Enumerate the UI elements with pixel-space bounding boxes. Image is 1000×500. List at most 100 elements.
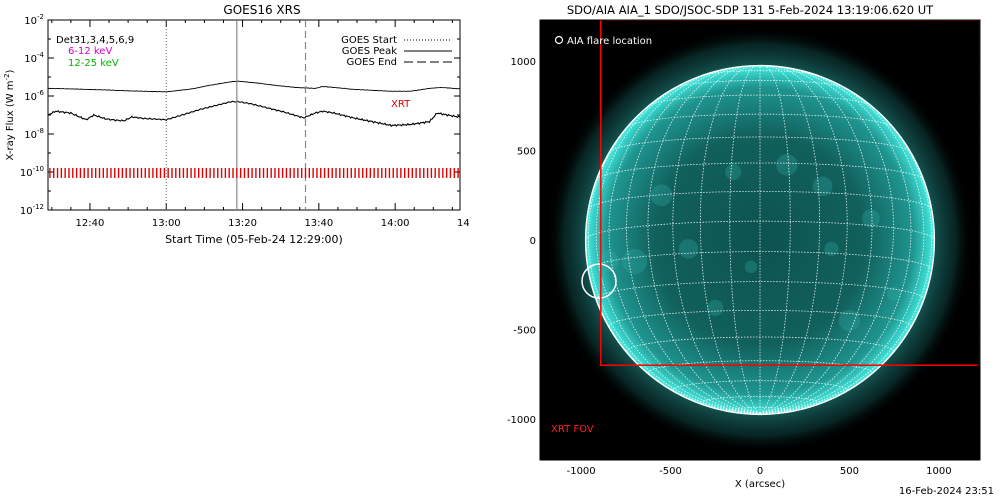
active-region [824,241,839,257]
grid-line [626,336,894,352]
active-region [597,250,619,273]
detector-label: Det31,3,4,5,6,9 [56,35,134,46]
goes-series-group [47,80,461,128]
grid-line [700,396,820,403]
aia-image-background [540,20,980,460]
grid-line [672,380,848,391]
grid-line [729,65,761,414]
grid-line [649,94,871,106]
active-region [725,163,742,181]
aia-x-tick-label: 0 [757,466,763,477]
aia-y-axis: 1000 500 0 -500 -1000 [507,57,980,426]
xrt-annotation: XRT [391,99,411,110]
flare-legend-label: AIA flare location [567,36,652,47]
aia-y-tick-label: 500 [517,147,536,158]
goes-y-tick-label: 10-2 [24,13,44,27]
solar-active-regions [597,154,902,332]
solar-corona [547,27,973,453]
grid-line [729,407,791,411]
grid-line [759,239,935,414]
grid-line [672,65,761,414]
flare-legend-icon [554,35,564,45]
grid-line [759,72,925,414]
grid-line [759,92,933,414]
goes-series-line [47,100,461,128]
grid-line [596,162,924,181]
goes-x-axis: 12:40 13:00 13:20 13:40 14:00 14:20 [51,20,470,229]
active-region [678,239,699,259]
active-region [776,154,798,176]
aia-image-frame [539,19,981,461]
goes-y-axis: 10-2 10-4 10-6 10-8 10-10 10-12 [20,13,460,217]
grid-line [595,281,925,300]
aia-y-tick-label: -1000 [507,415,536,426]
grid-line [700,65,761,414]
xrt-fov-box [600,20,980,366]
grid-line [647,360,873,373]
grid-line [609,136,911,152]
aia-y-tick-label: 0 [530,236,536,247]
active-region [861,209,880,228]
goes-series-line [47,80,461,93]
goes-y-tick-label: 10-6 [24,89,44,103]
goes-y-tick-label: 10-8 [24,127,44,141]
plot-timestamp: 16-Feb-2024 23:51 [898,486,994,497]
goes-x-tick-label: 13:20 [228,218,257,229]
goes-event-lines [165,20,307,210]
grid-line [595,72,761,414]
xrt-fov-label: XRT FOV [551,424,594,435]
goes-y-tick-label: 10-12 [20,203,44,217]
grid-line [608,309,912,327]
active-region [707,299,724,317]
goes-y-axis-label-main: X-ray Flux (W m [5,80,16,160]
goes-plot-title: GOES16 XRS [223,3,300,17]
channel-label-high: 12-25 keV [68,58,119,69]
goes-y-axis-label: X-ray Flux (W m-2) [3,69,16,160]
grid-line [759,67,895,414]
solar-disk [585,65,935,415]
goes-y-axis-label-exp: -2 [3,73,11,80]
legend-peak-label: GOES Peak [342,46,397,57]
goes-y-tick-label: 10-4 [24,51,44,65]
grid-line [587,251,933,271]
goes-x-tick-label: 14:20 [457,218,470,229]
grid-line [647,66,761,414]
goes-y-axis-label-tail: ) [5,69,16,73]
grid-line [759,66,873,414]
aia-x-tick-label: -500 [659,466,682,477]
legend-end-label: GOES End [347,57,397,68]
goes-x-axis-label: Start Time (05-Feb-24 12:29:00) [165,233,343,246]
xrt-marks-group [49,167,459,178]
active-region [744,260,758,274]
grid-line [674,79,846,89]
active-region [812,176,833,197]
goes-legend: GOES Start GOES Peak GOES End [341,35,452,68]
goes-x-tick-label: 13:00 [152,218,181,229]
grid-line [736,65,784,68]
grid-line [588,190,932,210]
grid-line [585,220,935,241]
grid-line [759,69,912,414]
aia-x-axis: -1000 -500 0 500 1000 [567,20,952,477]
goes-x-tick-label: 14:00 [381,218,410,229]
grid-line [585,239,761,414]
grid-line [587,92,761,414]
active-region [886,286,902,301]
aia-x-tick-label: -1000 [567,466,596,477]
solar-limb [584,64,936,416]
grid-line [759,65,820,414]
grid-line [626,113,894,128]
goes-y-tick-label: 10-10 [20,165,44,179]
aia-x-axis-label: X (arcsec) [735,479,785,490]
active-region [650,184,673,207]
active-region [622,248,648,274]
aia-x-tick-label: 500 [840,466,859,477]
goes-x-tick-label: 13:40 [304,218,333,229]
grid-line [625,67,761,414]
goes-xrs-plot: GOES16 XRS 10-2 10-4 10-6 10-8 10-10 10-12 12… [3,3,470,246]
flare-location-circle [581,263,617,299]
grid-line [759,65,791,414]
channel-label-low: 6-12 keV [68,46,112,57]
aia-x-tick-label: 1000 [926,466,951,477]
grid-line [703,70,817,76]
